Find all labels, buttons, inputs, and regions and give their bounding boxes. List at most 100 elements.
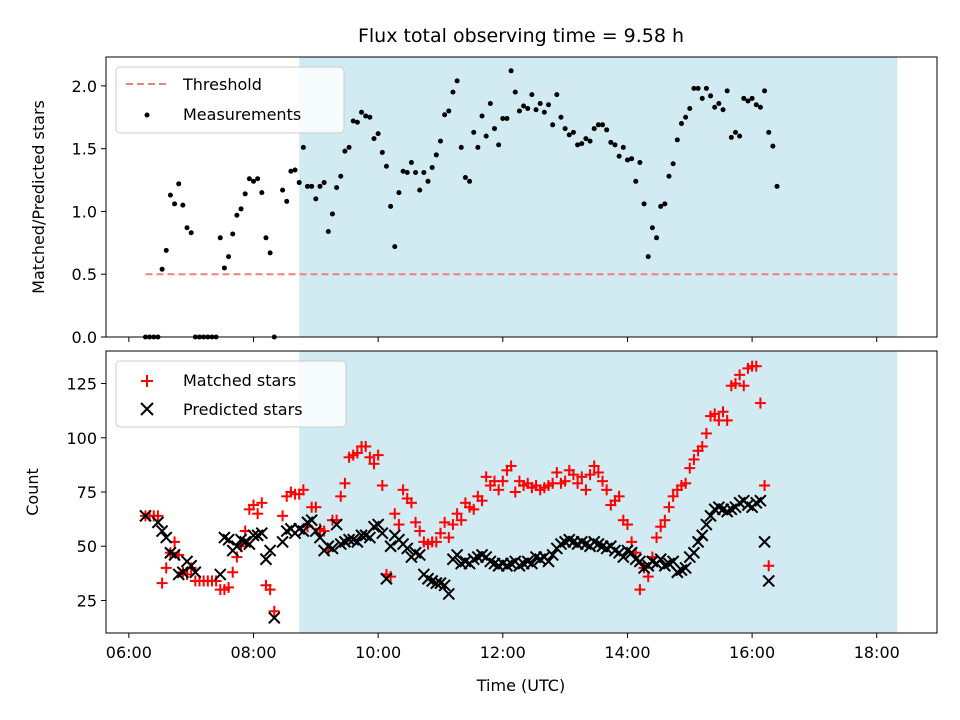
- matched-star-point: [443, 532, 455, 544]
- measurement-point: [404, 170, 410, 176]
- matched-star-point: [659, 514, 671, 526]
- predicted-star-point: [413, 548, 426, 562]
- matched-star-point: [227, 566, 239, 578]
- top-legend-box: [115, 66, 345, 134]
- predicted-star-point: [214, 568, 227, 581]
- predicted-star-point: [168, 548, 181, 562]
- matched-star-point: [700, 427, 712, 439]
- measurement-point: [558, 114, 564, 120]
- measurement-point: [167, 192, 173, 198]
- x-tick-label: 06:00: [106, 643, 152, 662]
- matched-star-point: [360, 440, 372, 452]
- measurement-point: [334, 185, 340, 191]
- matched-star-point: [621, 519, 633, 531]
- predicted-star-point: [160, 531, 173, 544]
- matched-star-point: [584, 469, 596, 481]
- measurement-point: [342, 148, 348, 154]
- predicted-star-point: [305, 513, 318, 527]
- measurement-point: [251, 178, 257, 184]
- measurement-point: [263, 235, 269, 241]
- measurement-point: [749, 95, 755, 101]
- predicted-star-point: [376, 527, 389, 540]
- matched-star-point: [231, 551, 243, 563]
- threshold-legend-label: Threshold: [182, 75, 262, 94]
- measurement-point: [255, 176, 261, 182]
- predicted-star-point: [438, 579, 451, 592]
- matched-star-point: [376, 479, 388, 491]
- measurement-point: [658, 203, 664, 209]
- measurement-point: [678, 121, 684, 127]
- measurement-point: [421, 170, 427, 176]
- matched-star-point: [717, 406, 729, 418]
- matched-star-point: [567, 469, 579, 481]
- measurement-point: [728, 134, 734, 140]
- matched-star-point: [351, 447, 363, 459]
- measurement-point: [325, 229, 331, 235]
- measurement-point: [280, 187, 286, 193]
- measurement-point: [633, 178, 639, 184]
- measurement-point: [541, 109, 547, 115]
- measurement-point: [570, 129, 576, 135]
- matched-star-point: [551, 466, 563, 478]
- bottom-legend: Matched stars Predicted stars: [115, 360, 347, 428]
- measurement-point: [246, 176, 252, 182]
- top-y-ticks: 0.0 0.5 1.0 1.5 2.0: [72, 77, 106, 347]
- matched-star-point: [268, 605, 280, 617]
- measurement-point: [383, 163, 389, 169]
- measurement-point: [604, 127, 610, 133]
- measurements-legend-swatch: [144, 112, 150, 118]
- matched-star-point: [480, 471, 492, 483]
- measurement-point: [504, 116, 510, 122]
- matched-star-point: [601, 484, 613, 496]
- measurement-point: [317, 183, 323, 189]
- matched-star-point: [252, 508, 264, 520]
- measurement-point: [624, 157, 630, 163]
- predicted-star-point: [633, 555, 647, 568]
- measurement-point: [367, 114, 373, 120]
- measurement-point: [400, 168, 406, 174]
- matched-star-point: [248, 499, 260, 511]
- predicted-star-point: [351, 535, 364, 549]
- matched-star-point: [734, 369, 746, 381]
- bottom-y-tick-label: 50: [77, 537, 97, 556]
- matched-star-point: [655, 521, 667, 533]
- measurement-point: [234, 212, 240, 218]
- bottom-y-tick-label: 25: [77, 591, 97, 610]
- bottom-y-axis-label: Count: [23, 468, 42, 516]
- measurement-point: [450, 89, 456, 95]
- predicted-star-point: [176, 566, 190, 579]
- measurement-point: [732, 129, 738, 135]
- measurement-point: [529, 92, 535, 98]
- x-tick-label: 14:00: [604, 643, 650, 662]
- measurement-point: [496, 142, 502, 148]
- measurement-point: [691, 85, 697, 91]
- matched-star-point: [410, 516, 422, 528]
- measurement-point: [479, 113, 485, 119]
- measurement-point: [583, 136, 589, 142]
- bottom-panel: 25 50 75 100 125 06:00 08:00 10:00 12:00 14:00 16…: [23, 337, 938, 695]
- measurement-point: [329, 211, 335, 217]
- measurement-point: [770, 143, 776, 149]
- measurement-point: [172, 201, 178, 207]
- top-observing-span: [299, 57, 898, 337]
- measurement-point: [757, 104, 763, 110]
- x-tick-label: 08:00: [230, 643, 276, 662]
- matched-star-point: [335, 490, 347, 502]
- top-panel: 0.00.51.01.52.0 Matched/Predicted stars …: [29, 56, 938, 347]
- top-axes-frame: [105, 56, 938, 338]
- predicted-star-point: [754, 494, 767, 507]
- measurement-point: [741, 95, 747, 101]
- matched-star-point: [389, 508, 401, 520]
- predicted-star-point: [151, 516, 165, 529]
- matched-star-point: [468, 503, 480, 515]
- measurement-point: [462, 175, 468, 181]
- matched-star-point: [393, 519, 405, 531]
- measurement-point: [720, 107, 726, 113]
- measurement-point: [359, 109, 365, 115]
- top-y-tick-label: 2.0: [72, 77, 97, 96]
- measurement-point: [217, 235, 223, 241]
- top-y-tick-label: 0.5: [72, 265, 97, 284]
- measurement-point: [645, 254, 651, 260]
- measurement-point: [608, 139, 614, 145]
- measurement-point: [413, 170, 419, 176]
